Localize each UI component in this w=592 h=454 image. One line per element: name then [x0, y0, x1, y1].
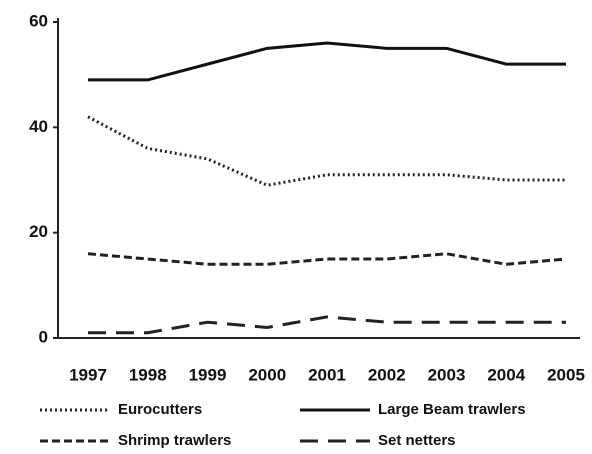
y-tick-label: 40 — [29, 117, 48, 136]
x-tick-label: 1999 — [189, 365, 227, 384]
x-tick-label: 2004 — [487, 365, 525, 384]
legend-label: Eurocutters — [118, 401, 202, 418]
legend-label: Large Beam trawlers — [378, 401, 526, 418]
x-tick-label: 1997 — [69, 365, 107, 384]
legend-label: Shrimp trawlers — [118, 432, 231, 449]
x-tick-label: 2001 — [308, 365, 346, 384]
y-tick-label: 20 — [29, 222, 48, 241]
series-line — [87, 252, 567, 266]
series-line — [88, 315, 566, 335]
legend-label: Set netters — [378, 432, 456, 449]
x-tick-label: 2002 — [368, 365, 406, 384]
series-line — [87, 115, 566, 187]
y-tick-label: 60 — [29, 11, 48, 30]
x-tick-label: 2003 — [428, 365, 466, 384]
x-tick-label: 2005 — [547, 365, 585, 384]
x-tick-label: 2000 — [248, 365, 286, 384]
x-tick-label: 1998 — [129, 365, 167, 384]
legend: Eurocutters Large Beam trawlers Shrimp tra… — [40, 401, 526, 449]
series-line — [88, 41, 566, 82]
y-tick-label: 0 — [39, 327, 48, 346]
